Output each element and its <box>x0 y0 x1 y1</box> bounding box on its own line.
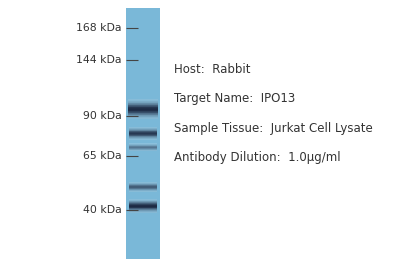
Text: 40 kDa: 40 kDa <box>83 205 122 215</box>
Bar <box>129 211 158 212</box>
Bar <box>129 129 158 130</box>
Text: 144 kDa: 144 kDa <box>76 55 122 65</box>
Bar <box>129 133 158 134</box>
Bar <box>130 143 157 144</box>
Bar <box>129 132 158 133</box>
Bar <box>129 202 158 203</box>
Bar <box>129 127 158 128</box>
Bar <box>128 101 158 102</box>
Bar <box>129 183 157 184</box>
Bar <box>129 200 158 201</box>
Bar <box>129 188 157 189</box>
Bar <box>128 104 158 105</box>
Bar <box>128 108 158 109</box>
Text: Sample Tissue:  Jurkat Cell Lysate: Sample Tissue: Jurkat Cell Lysate <box>174 122 373 135</box>
Text: Target Name:  IPO13: Target Name: IPO13 <box>174 92 295 105</box>
Bar <box>129 182 157 183</box>
Bar <box>129 187 157 188</box>
Bar <box>129 203 158 204</box>
Bar <box>128 118 158 119</box>
Bar <box>129 209 158 210</box>
Bar <box>129 131 158 132</box>
Bar <box>129 190 157 191</box>
Text: 168 kDa: 168 kDa <box>76 23 122 33</box>
Bar <box>130 144 157 145</box>
Text: 90 kDa: 90 kDa <box>83 111 122 121</box>
Bar <box>128 114 158 115</box>
Bar <box>129 208 158 209</box>
Bar <box>129 191 157 192</box>
Bar <box>129 189 157 190</box>
Bar <box>129 204 158 205</box>
Bar <box>129 128 158 129</box>
Text: Host:  Rabbit: Host: Rabbit <box>174 63 250 76</box>
Bar <box>128 102 158 103</box>
Bar <box>129 139 158 140</box>
Bar <box>128 105 158 106</box>
Bar <box>129 186 157 187</box>
Bar <box>129 135 158 136</box>
Bar <box>130 150 157 151</box>
Bar <box>129 134 158 135</box>
Bar <box>129 138 158 139</box>
Bar <box>128 111 158 112</box>
Bar <box>129 207 158 208</box>
Bar <box>129 137 158 138</box>
Bar <box>129 205 158 206</box>
Bar <box>129 212 158 213</box>
Bar <box>128 100 158 101</box>
Bar <box>128 116 158 117</box>
Bar <box>129 185 157 186</box>
Bar <box>128 103 158 104</box>
Bar <box>128 109 158 110</box>
Bar <box>129 136 158 137</box>
Bar <box>128 110 158 111</box>
Text: 65 kDa: 65 kDa <box>83 151 122 161</box>
Bar <box>129 130 158 131</box>
Bar <box>128 119 158 120</box>
Bar <box>129 199 158 200</box>
Bar <box>128 106 158 107</box>
Text: Antibody Dilution:  1.0μg/ml: Antibody Dilution: 1.0μg/ml <box>174 151 341 164</box>
Bar <box>130 149 157 150</box>
Bar <box>128 112 158 113</box>
Bar <box>129 184 157 185</box>
Bar <box>128 117 158 118</box>
Bar <box>129 210 158 211</box>
Bar <box>129 201 158 202</box>
Bar <box>126 8 160 259</box>
Bar <box>128 113 158 114</box>
Bar <box>129 206 158 207</box>
